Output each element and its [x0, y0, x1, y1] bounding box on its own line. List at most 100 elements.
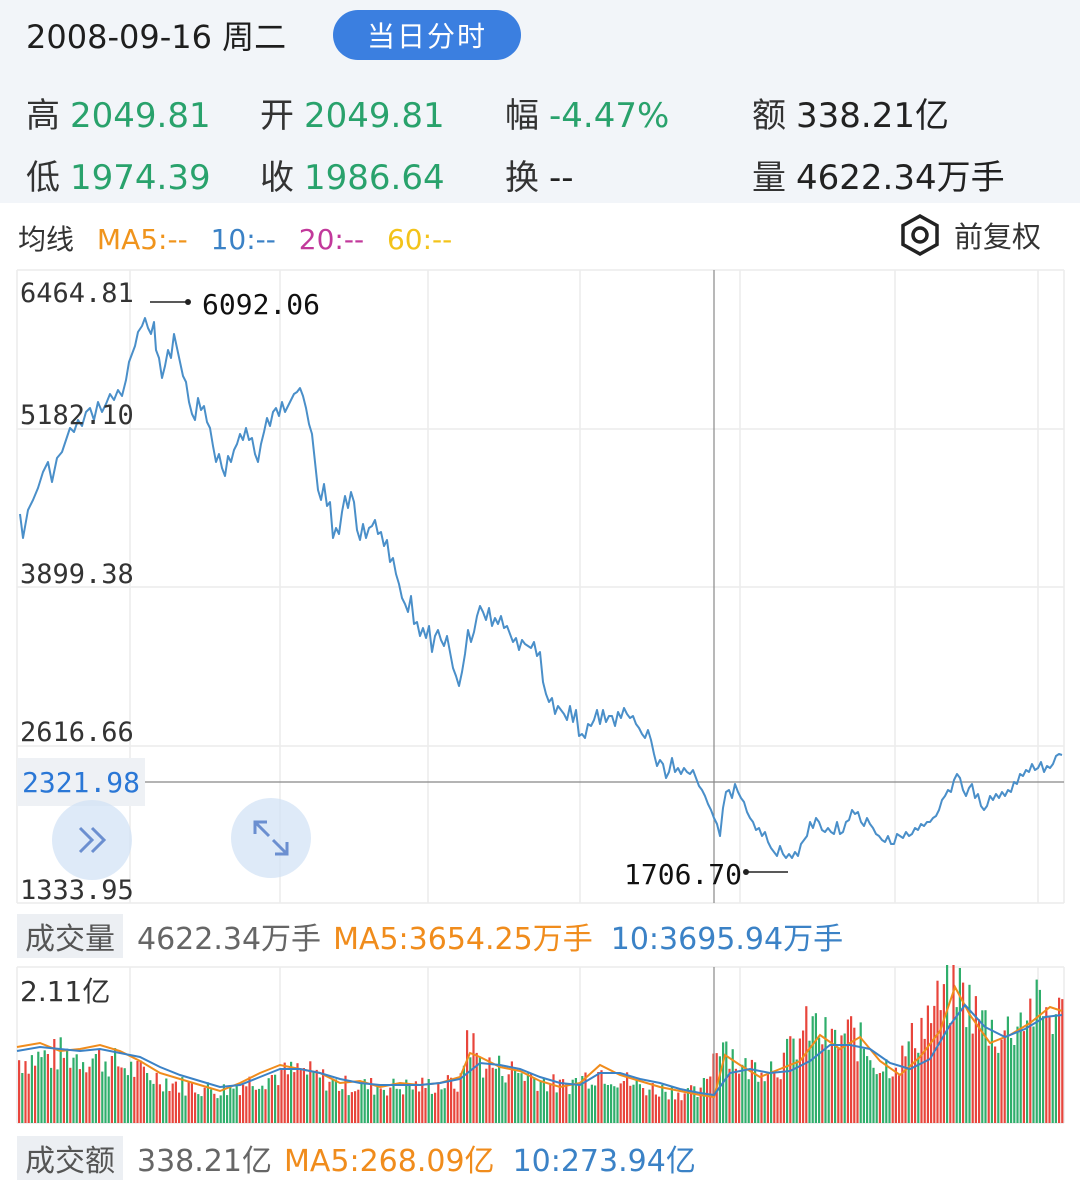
volume-bar — [952, 965, 955, 1123]
volume-bar — [363, 1079, 366, 1123]
stat-label: 额 — [752, 96, 786, 136]
volume-bar — [37, 1051, 40, 1123]
volume-bar — [1054, 1014, 1057, 1123]
volume-bar — [222, 1084, 225, 1123]
volume-bar — [642, 1088, 645, 1123]
volume-bar — [1019, 1012, 1022, 1123]
volume-bar — [142, 1066, 145, 1123]
volume-bar — [558, 1079, 561, 1123]
volume-bar — [491, 1067, 494, 1123]
volume-bar — [485, 1068, 488, 1123]
volume-bar — [667, 1099, 670, 1123]
volume-bar — [475, 1052, 478, 1123]
volume-bar — [549, 1084, 552, 1123]
stat-label: 收 — [260, 158, 294, 198]
volume-bar — [533, 1077, 536, 1123]
y-axis-label: 2616.66 — [20, 717, 134, 748]
volume-bar — [702, 1078, 705, 1123]
volume-bar — [606, 1085, 609, 1123]
volume-bar — [539, 1080, 542, 1123]
volume-bar — [437, 1082, 440, 1123]
double-chevron-right-icon — [78, 826, 107, 854]
volume-bar — [309, 1061, 312, 1123]
volume-bar — [978, 1019, 981, 1123]
volume-bar — [190, 1083, 193, 1123]
volume-bar — [466, 1030, 469, 1123]
volume-tag[interactable]: 成交量 — [17, 914, 123, 958]
volume-bar — [859, 1022, 862, 1123]
volume-bar — [50, 1067, 53, 1123]
volume-bar — [382, 1089, 385, 1123]
volume-bar — [98, 1048, 101, 1123]
volume-bar — [350, 1092, 353, 1123]
volume-bar — [568, 1094, 571, 1123]
price-chart[interactable] — [0, 262, 1080, 907]
volume-bar — [482, 1077, 485, 1123]
volume-bar — [898, 1075, 901, 1123]
volume-bar — [690, 1085, 693, 1123]
volume-bar — [981, 1010, 984, 1123]
amount-legend[interactable]: 成交额 338.21亿 MA5:268.09亿 10:273.94亿 — [17, 1136, 696, 1180]
volume-bar — [613, 1086, 616, 1123]
volume-bar — [862, 1048, 865, 1123]
low-price-annotation: 1706.70 — [624, 858, 743, 891]
volume-bar — [232, 1088, 235, 1123]
stat-low: 低 1974.39 — [26, 150, 211, 199]
volume-bars — [18, 965, 1064, 1123]
volume-bar — [354, 1091, 357, 1123]
volume-bar — [942, 984, 945, 1123]
volume-ma5: MA5:3654.25万手 — [333, 922, 593, 957]
volume-bar — [344, 1075, 347, 1123]
volume-bar — [616, 1087, 619, 1123]
volume-bar — [866, 1056, 869, 1123]
volume-bar — [1010, 1038, 1013, 1123]
volume-bar — [523, 1080, 526, 1123]
volume-bar — [818, 1037, 821, 1123]
volume-bar — [197, 1094, 200, 1123]
volume-bar — [917, 1052, 920, 1123]
volume-bar — [43, 1050, 46, 1123]
volume-bar — [661, 1084, 664, 1123]
y-axis-label: 3899.38 — [20, 559, 134, 590]
volume-bar — [34, 1065, 37, 1123]
expand-sidebar-button[interactable] — [52, 800, 132, 880]
volume-bar — [926, 1005, 929, 1123]
volume-bar — [379, 1088, 382, 1123]
volume-bar — [370, 1078, 373, 1123]
volume-bar — [1051, 1034, 1054, 1123]
adjust-toggle[interactable]: 前复权 — [898, 213, 1041, 257]
volume-bar — [779, 1079, 782, 1123]
volume-bar — [795, 1059, 798, 1123]
volume-bar — [440, 1089, 443, 1123]
volume-bar — [555, 1092, 558, 1123]
volume-chart[interactable] — [0, 965, 1080, 1125]
volume-bar — [552, 1074, 555, 1123]
volume-bar — [632, 1084, 635, 1123]
volume-bar — [507, 1074, 510, 1123]
volume-bar — [1022, 1031, 1025, 1123]
volume-bar — [146, 1073, 149, 1123]
volume-bar — [526, 1073, 529, 1123]
volume-bar — [325, 1090, 328, 1123]
fullscreen-button[interactable] — [231, 798, 311, 878]
intraday-button[interactable]: 当日分时 — [333, 10, 521, 60]
volume-bar — [59, 1037, 62, 1123]
volume-bar — [645, 1095, 648, 1123]
volume-legend[interactable]: 成交量 4622.34万手 MA5:3654.25万手 10:3695.94万手 — [17, 914, 843, 958]
volume-bar — [734, 1068, 737, 1123]
quote-header: 2008-09-16 周二 当日分时 高 2049.81 开 2049.81 幅 -4… — [0, 0, 1080, 203]
volume-bar — [808, 1040, 811, 1123]
volume-bar — [875, 1074, 878, 1123]
volume-bar — [923, 1038, 926, 1123]
volume-bar — [629, 1085, 632, 1123]
volume-bar — [914, 1048, 917, 1123]
volume-bar — [21, 1073, 24, 1123]
volume-bar — [1003, 1030, 1006, 1123]
ma-legend[interactable]: 均线 MA5:-- 10:-- 20:-- 60:-- — [18, 218, 466, 258]
volume-bar — [94, 1054, 97, 1123]
volume-bar — [635, 1079, 638, 1123]
volume-bar — [910, 1023, 913, 1123]
volume-bar — [456, 1091, 459, 1123]
amount-tag[interactable]: 成交额 — [17, 1136, 123, 1180]
volume-bar — [235, 1086, 238, 1123]
